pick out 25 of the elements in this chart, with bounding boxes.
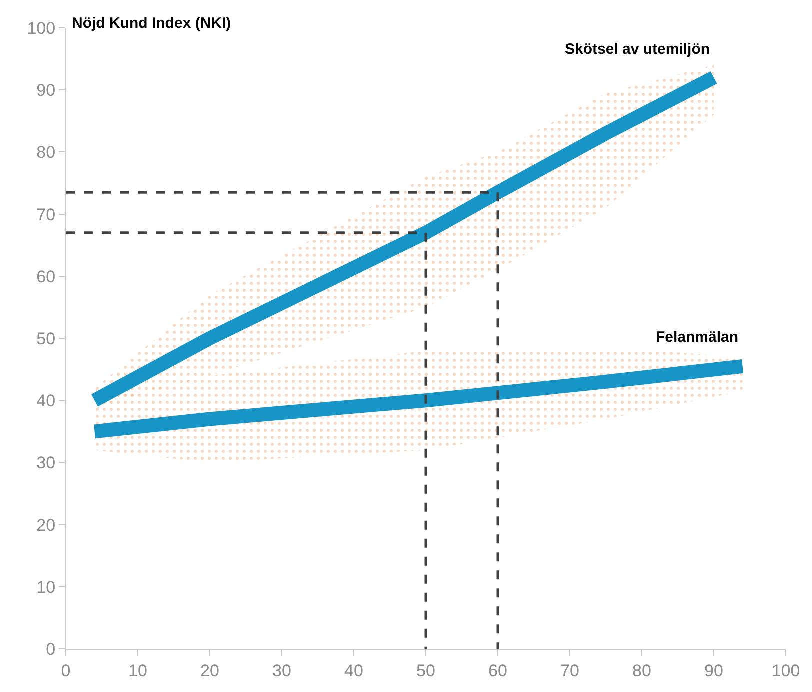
x-tick-label: 60 [488, 661, 508, 680]
y-tick-label: 60 [36, 267, 56, 286]
x-tick-label: 50 [416, 661, 436, 680]
x-tick-label: 80 [632, 661, 652, 680]
x-tick-label: 70 [560, 661, 580, 680]
x-tick-label: 90 [704, 661, 724, 680]
series-label: Felanmälan [656, 329, 739, 346]
y-tick-label: 30 [36, 454, 56, 473]
y-tick-label: 50 [36, 329, 56, 348]
y-tick-label: 0 [46, 640, 56, 659]
y-tick-label: 90 [36, 81, 56, 100]
x-tick-label: 30 [272, 661, 292, 680]
y-tick-label: 70 [36, 205, 56, 224]
x-tick-label: 20 [200, 661, 220, 680]
y-tick-label: 40 [36, 392, 56, 411]
x-tick-label: 10 [128, 661, 148, 680]
y-tick-label: 10 [36, 578, 56, 597]
series-label: Skötsel av utemiljön [565, 41, 710, 58]
y-axis-title: Nöjd Kund Index (NKI) [72, 15, 232, 32]
x-tick-label: 40 [344, 661, 364, 680]
x-tick-label: 100 [772, 661, 800, 680]
y-tick-label: 80 [36, 143, 56, 162]
y-tick-label: 100 [27, 18, 56, 38]
y-tick-label: 20 [36, 516, 56, 535]
x-tick-label: 0 [61, 661, 71, 680]
